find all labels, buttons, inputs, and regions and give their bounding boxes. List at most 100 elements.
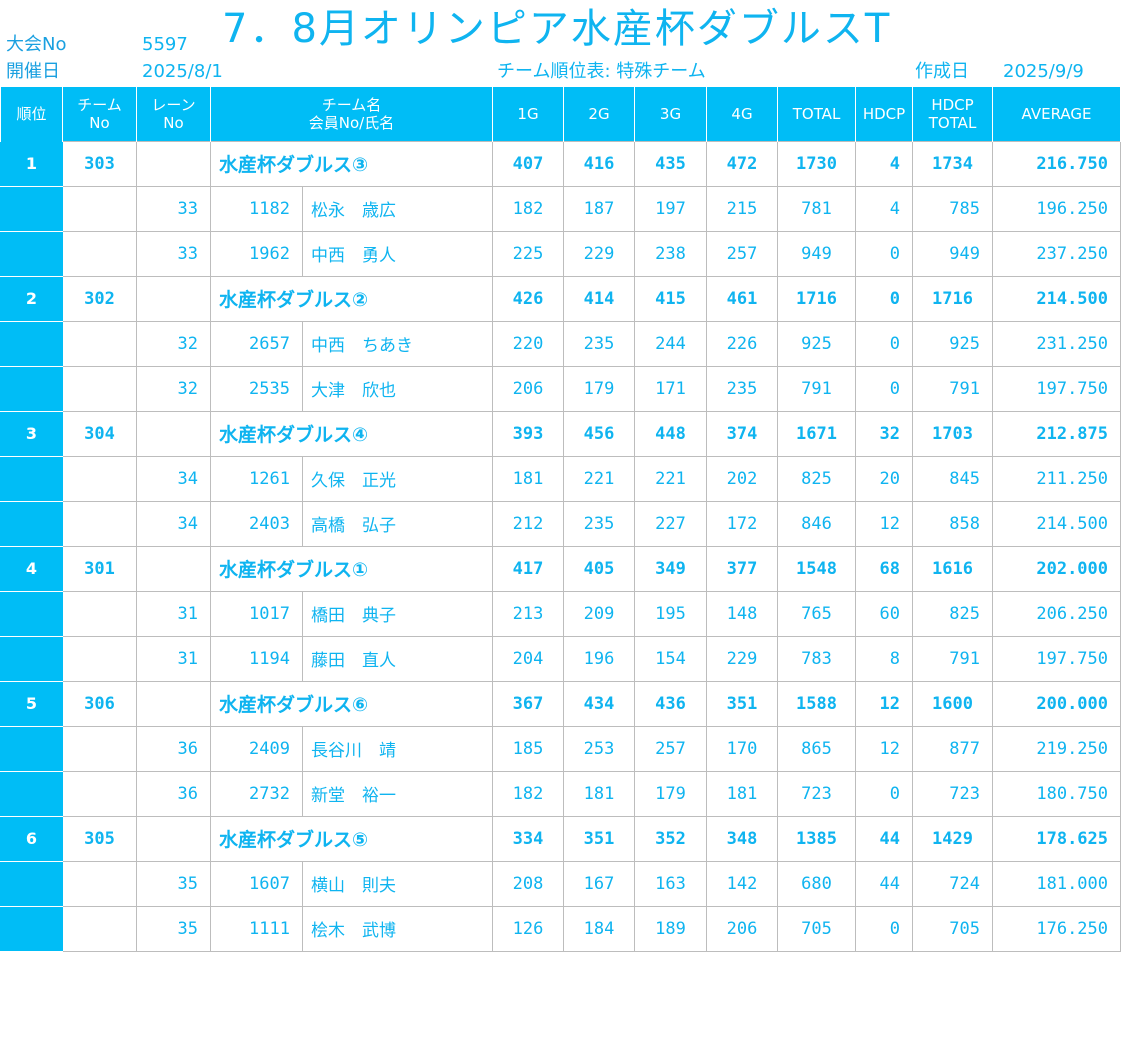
member-row: 35 1111 桧木 武博 126 184 189 206 705 0 705 176.250	[0, 905, 1122, 952]
rank-cell-empty	[0, 230, 63, 277]
meet-no-value: 5597	[142, 34, 188, 55]
member-hdcp-total-cell: 949	[912, 230, 994, 277]
member-name-cell: 中西 ちあき	[301, 320, 494, 367]
member-name-cell: 横山 則夫	[301, 860, 494, 907]
team-hdcp-total-cell: 1600	[912, 680, 994, 727]
col-rank: 順位	[0, 87, 63, 141]
lane-no-cell: 36	[136, 725, 211, 772]
lane-no-cell	[136, 410, 211, 457]
member-hdcp-cell: 0	[855, 365, 914, 412]
lane-no-cell	[136, 140, 211, 187]
rank-cell: 2	[0, 275, 63, 322]
member-g4-cell: 257	[706, 230, 779, 277]
created-date: 2025/9/9	[1003, 61, 1084, 82]
member-average-cell: 219.250	[992, 725, 1122, 772]
member-name-cell: 橋田 典子	[301, 590, 494, 637]
member-hdcp-cell: 0	[855, 770, 914, 817]
col-g4: 4G	[706, 87, 779, 141]
member-total-cell: 825	[777, 455, 857, 502]
rank-cell-empty	[0, 455, 63, 502]
team-average-cell: 178.625	[992, 815, 1122, 862]
team-no-cell-empty	[62, 905, 137, 952]
member-name-cell: 長谷川 靖	[301, 725, 494, 772]
member-average-cell: 180.750	[992, 770, 1122, 817]
member-hdcp-cell: 60	[855, 590, 914, 637]
member-row: 36 2409 長谷川 靖 185 253 257 170 865 12 877 219.250	[0, 725, 1122, 772]
col-g2: 2G	[563, 87, 636, 141]
team-total-cell: 1548	[777, 545, 857, 592]
lane-no-cell	[136, 275, 211, 322]
lane-no-cell: 34	[136, 500, 211, 547]
team-g3-cell: 352	[634, 815, 708, 862]
header-row: 順位 チーム No レーン No チーム名 会員No/氏名 1G 2G 3G 4G T…	[0, 87, 1122, 141]
team-no-cell: 305	[62, 815, 137, 862]
member-g1-cell: 185	[492, 725, 565, 772]
col-average: AVERAGE	[992, 87, 1122, 141]
lane-no-cell: 33	[136, 185, 211, 232]
col-team-no: チーム No	[62, 87, 137, 141]
member-hdcp-total-cell: 825	[912, 590, 994, 637]
member-hdcp-total-cell: 785	[912, 185, 994, 232]
member-hdcp-total-cell: 925	[912, 320, 994, 367]
team-g2-cell: 351	[563, 815, 636, 862]
team-g4-cell: 461	[706, 275, 779, 322]
member-g2-cell: 235	[563, 500, 636, 547]
member-g3-cell: 179	[634, 770, 708, 817]
rank-cell-empty	[0, 320, 63, 367]
member-hdcp-cell: 8	[855, 635, 914, 682]
team-average-cell: 202.000	[992, 545, 1122, 592]
standings-body: 1 303 水産杯ダブルス③ 407 416 435 472 1730 4 1734 216.750…	[0, 140, 1122, 952]
member-average-cell: 197.750	[992, 635, 1122, 682]
member-total-cell: 865	[777, 725, 857, 772]
team-g1-cell: 393	[492, 410, 565, 457]
member-g4-cell: 172	[706, 500, 779, 547]
team-no-cell: 303	[62, 140, 137, 187]
standings-table: 順位 チーム No レーン No チーム名 会員No/氏名 1G 2G 3G 4G T…	[0, 87, 1122, 952]
team-no-cell-empty	[62, 320, 137, 367]
rank-cell-empty	[0, 725, 63, 772]
member-row: 35 1607 横山 則夫 208 167 163 142 680 44 724 181.000	[0, 860, 1122, 907]
team-g3-cell: 448	[634, 410, 708, 457]
member-no-cell: 1111	[210, 905, 303, 952]
team-g3-cell: 435	[634, 140, 708, 187]
team-g4-cell: 351	[706, 680, 779, 727]
member-hdcp-cell: 0	[855, 905, 914, 952]
member-row: 33 1182 松永 歳広 182 187 197 215 781 4 785 196.250	[0, 185, 1122, 232]
team-no-cell-empty	[62, 455, 137, 502]
col-hdcp-total: HDCP TOTAL	[912, 87, 994, 141]
member-hdcp-cell: 4	[855, 185, 914, 232]
member-total-cell: 846	[777, 500, 857, 547]
member-row: 31 1194 藤田 直人 204 196 154 229 783 8 791 197.750	[0, 635, 1122, 682]
member-hdcp-cell: 0	[855, 230, 914, 277]
member-g1-cell: 225	[492, 230, 565, 277]
rank-cell-empty	[0, 770, 63, 817]
member-row: 34 2403 高橋 弘子 212 235 227 172 846 12 858 214.500	[0, 500, 1122, 547]
team-no-cell: 302	[62, 275, 137, 322]
team-average-cell: 212.875	[992, 410, 1122, 457]
member-hdcp-total-cell: 791	[912, 635, 994, 682]
team-g2-cell: 416	[563, 140, 636, 187]
member-no-cell: 1607	[210, 860, 303, 907]
lane-no-cell: 35	[136, 905, 211, 952]
team-no-cell-empty	[62, 365, 137, 412]
team-g3-cell: 349	[634, 545, 708, 592]
col-lane-no: レーン No	[136, 87, 211, 141]
member-g3-cell: 197	[634, 185, 708, 232]
lane-no-cell: 34	[136, 455, 211, 502]
member-average-cell: 231.250	[992, 320, 1122, 367]
member-g4-cell: 170	[706, 725, 779, 772]
col-g3: 3G	[634, 87, 708, 141]
meet-no-label: 大会No	[6, 34, 67, 55]
lane-no-cell: 33	[136, 230, 211, 277]
member-hdcp-cell: 0	[855, 320, 914, 367]
col-total: TOTAL	[777, 87, 857, 141]
member-g2-cell: 229	[563, 230, 636, 277]
rank-cell: 4	[0, 545, 63, 592]
lane-no-cell	[136, 680, 211, 727]
member-g3-cell: 238	[634, 230, 708, 277]
team-hdcp-total-cell: 1703	[912, 410, 994, 457]
team-no-cell-empty	[62, 590, 137, 637]
created-label: 作成日	[915, 61, 969, 82]
member-g2-cell: 167	[563, 860, 636, 907]
member-average-cell: 237.250	[992, 230, 1122, 277]
